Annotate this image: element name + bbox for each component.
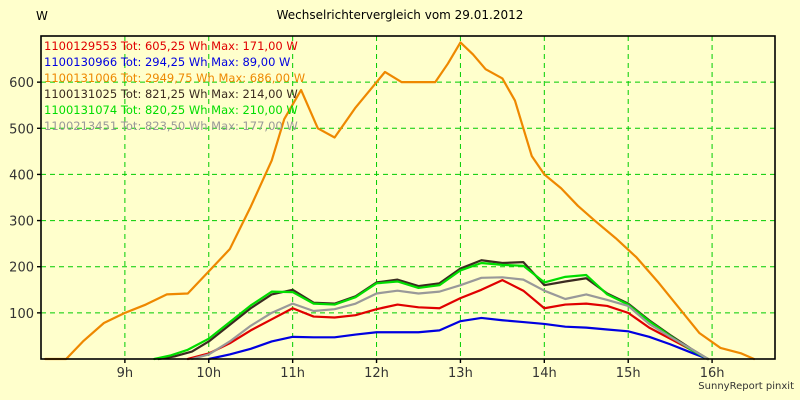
legend-entry-1100130966: 1100130966 Tot: 294,25 Wh Max: 89,00 W: [44, 55, 290, 69]
ytick-label-400: 400: [9, 168, 34, 183]
xtick-label-14h: 14h: [532, 366, 557, 381]
legend-entry-1100213451: 1100213451 Tot: 823,50 Wh Max: 177,00 W: [44, 119, 298, 133]
xtick-label-12h: 12h: [364, 366, 389, 381]
xtick-label-13h: 13h: [448, 366, 473, 381]
xtick-label-11h: 11h: [280, 366, 305, 381]
y-axis-unit-label: W: [36, 9, 48, 23]
ytick-label-300: 300: [9, 215, 34, 230]
series-line-1100213451: [190, 276, 709, 361]
xtick-label-9h: 9h: [117, 366, 134, 381]
ytick-label-600: 600: [9, 76, 34, 91]
plot-frame: [40, 35, 776, 360]
legend-entry-1100131025: 1100131025 Tot: 821,25 Wh Max: 214,00 W: [44, 87, 298, 101]
series-line-1100131006: [44, 41, 756, 361]
legend-entry-1100131074: 1100131074 Tot: 820,25 Wh Max: 210,00 W: [44, 103, 298, 117]
xtick-label-10h: 10h: [196, 366, 221, 381]
ytick-label-500: 500: [9, 122, 34, 137]
series-line-1100129553: [186, 279, 709, 361]
series-line-1100131074: [153, 261, 709, 361]
legend-entry-1100131006: 1100131006 Tot: 2949,75 Wh Max: 686,00 W: [44, 71, 305, 85]
chart-legend: 1100129553 Tot: 605,25 Wh Max: 171,00 W 1…: [44, 39, 305, 133]
chart-axis-ticks: 100 200 300 400 500 600 9h 10h 11h 12h 13h 14h 15h 16…: [9, 76, 724, 381]
ytick-label-200: 200: [9, 261, 34, 276]
chart-title: Wechselrichtervergleich vom 29.01.2012: [277, 8, 524, 22]
series-line-1100130966: [207, 316, 709, 361]
xtick-label-16h: 16h: [700, 366, 725, 381]
footer-credit: SunnyReport pinxit: [698, 381, 794, 392]
chart-frame: [40, 35, 776, 360]
legend-entry-1100129553: 1100129553 Tot: 605,25 Wh Max: 171,00 W: [44, 39, 298, 53]
chart-series-layer: [44, 41, 756, 361]
xtick-label-15h: 15h: [616, 366, 641, 381]
ytick-label-100: 100: [9, 307, 34, 322]
